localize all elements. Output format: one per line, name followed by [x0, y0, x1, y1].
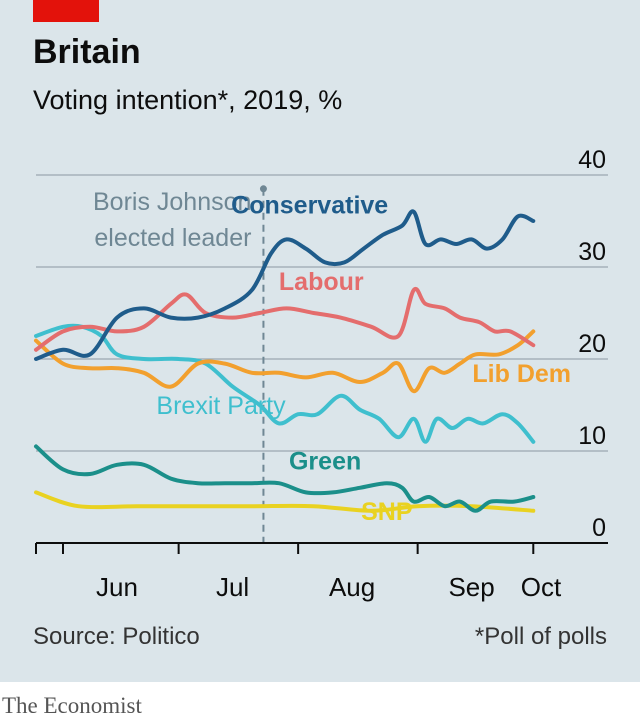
line-chart: Boris Johnson elected leader Conservative… — [34, 146, 608, 602]
series-label-green: Green — [289, 447, 361, 475]
brand-name: The Economist — [2, 693, 142, 718]
y-tick-label: 30 — [578, 238, 606, 266]
x-tick-label: Jun — [96, 572, 138, 602]
series-line-brexit-party — [34, 323, 536, 444]
x-tick-label: Aug — [329, 572, 375, 602]
y-tick-label: 20 — [578, 330, 606, 358]
y-tick-label: 0 — [592, 514, 606, 542]
x-tick-label: Jul — [216, 572, 249, 602]
annotation-text: elected leader — [94, 224, 251, 252]
series-line-labour — [34, 286, 536, 352]
x-tick-label: Sep — [448, 572, 494, 602]
series-label-lib-dem: Lib Dem — [472, 360, 571, 388]
series-line-conservative — [34, 209, 536, 361]
series-label-snp: SNP — [361, 498, 412, 526]
series-label-brexit-party: Brexit Party — [156, 392, 286, 420]
series-label-conservative: Conservative — [231, 192, 388, 220]
y-tick-label: 10 — [578, 422, 606, 450]
chart-title: Britain — [33, 33, 141, 71]
x-tick-label: Oct — [521, 572, 562, 602]
annotation-dot — [259, 185, 267, 193]
series-line-lib-dem — [34, 329, 536, 394]
annotation-text: Boris Johnson — [93, 188, 251, 216]
footnote: *Poll of polls — [474, 623, 607, 650]
brand-red-tag — [33, 0, 99, 22]
source-note: Source: Politico — [33, 623, 200, 650]
series-line-green — [34, 444, 536, 513]
chart-subtitle: Voting intention*, 2019, % — [33, 85, 343, 115]
series-label-labour: Labour — [279, 268, 364, 296]
y-tick-label: 40 — [578, 146, 606, 174]
